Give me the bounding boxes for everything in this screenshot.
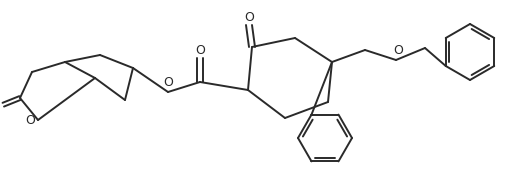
Text: O: O (25, 114, 35, 126)
Text: O: O (195, 44, 205, 56)
Text: O: O (393, 44, 403, 56)
Text: O: O (244, 10, 254, 24)
Text: O: O (163, 76, 173, 89)
